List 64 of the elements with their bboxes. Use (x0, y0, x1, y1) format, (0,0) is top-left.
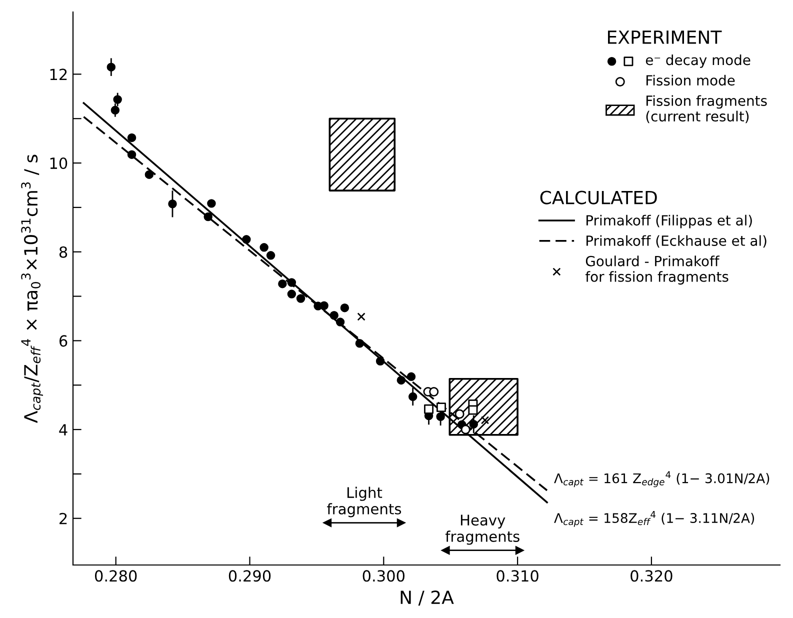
legend-label: e⁻ decay mode (646, 54, 750, 68)
annotation: Light fragments (327, 486, 402, 518)
point (436, 412, 445, 422)
annotation: Λ$_{capt}$ = 158Z$_{eff}$$^{4}$ (1− 3.11N/2A) (554, 511, 754, 527)
point (436, 402, 446, 412)
point (110, 106, 120, 115)
legend-label: Primakoff (Eckhause et al) (586, 235, 766, 248)
x-tick-label: 0.280 (94, 570, 137, 582)
x-tick-label: 0.310 (496, 570, 538, 582)
y-tick-label: 12 (50, 68, 67, 80)
point (469, 420, 478, 429)
point (207, 199, 216, 208)
point (278, 279, 287, 288)
point (260, 243, 268, 252)
point (480, 416, 490, 424)
y-tick-label: 6 (59, 335, 68, 347)
legend-label: Fission mode (646, 74, 735, 86)
point (323, 518, 332, 527)
annotation: Λ$_{capt}$ = 161 Z$_{edge}$$^{4}$ (1− 3.01N/2A) (554, 471, 770, 488)
point (127, 133, 136, 142)
point (336, 318, 345, 326)
point (460, 424, 470, 434)
point (287, 278, 296, 287)
y-tick-label: 4 (59, 424, 68, 436)
point (424, 404, 434, 414)
point (468, 405, 478, 415)
x-axis-title: N / 2A (400, 590, 454, 606)
y-tick-label: 2 (60, 512, 67, 524)
point (320, 301, 328, 310)
legend-label: Goulard - Primakoff for fission fragments (585, 256, 728, 285)
point (357, 312, 366, 321)
legend-label: Primakoff (Filippas et al) (586, 214, 752, 228)
annotation: CALCULATED (540, 190, 657, 204)
point (113, 95, 122, 104)
legend-title: EXPERIMENT (608, 30, 722, 44)
point (296, 294, 306, 303)
point (266, 251, 276, 260)
point (406, 372, 416, 382)
point (515, 546, 524, 555)
y-tick-label: 10 (50, 157, 68, 170)
point (287, 290, 296, 298)
point (454, 409, 464, 419)
point (429, 387, 439, 397)
point (340, 303, 350, 312)
point (168, 200, 177, 208)
point (355, 338, 364, 348)
point (204, 212, 212, 222)
x-tick-label: 0.300 (362, 570, 405, 582)
text: Λ$_{capt}$/Z$_{eff}$$^{4}$ × πa$_{0}$$^{3}$×10$^{31}$cm$^{3}$ / s (21, 154, 43, 423)
annotation: Heavy fragments (445, 514, 520, 545)
point (396, 518, 406, 527)
point (396, 376, 406, 385)
point (127, 150, 136, 159)
point (144, 170, 154, 179)
point (441, 546, 450, 555)
y-tick-label: 8 (59, 246, 68, 258)
x-tick-label: 0.290 (228, 570, 271, 582)
point (242, 235, 251, 244)
point (408, 392, 418, 402)
legend-label: Fission fragments (current result) (646, 95, 767, 124)
point (106, 62, 116, 72)
point (376, 356, 385, 366)
point (330, 311, 338, 320)
x-tick-label: 0.320 (630, 570, 672, 582)
